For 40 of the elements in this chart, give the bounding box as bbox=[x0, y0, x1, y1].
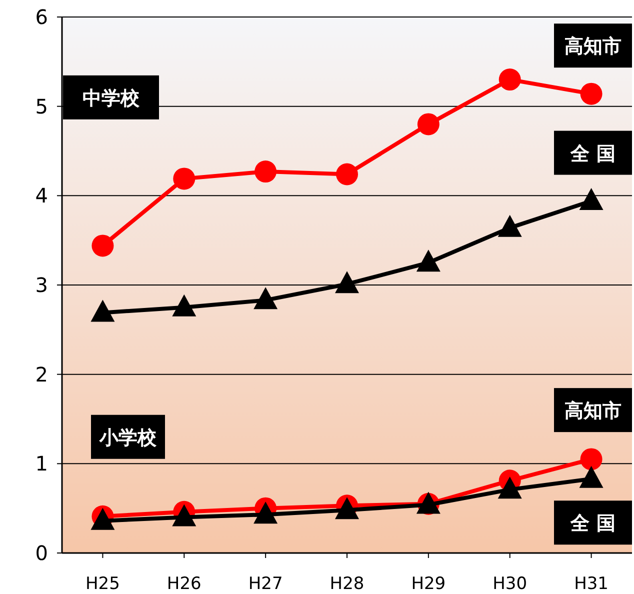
y-tick-label: 0 bbox=[35, 541, 48, 565]
annotation: 小学校 bbox=[91, 414, 165, 459]
point bbox=[579, 466, 604, 488]
point bbox=[579, 188, 604, 210]
point bbox=[335, 271, 359, 294]
annotation: 中学校 bbox=[82, 87, 140, 110]
point bbox=[173, 168, 196, 190]
point bbox=[172, 504, 196, 526]
point bbox=[498, 68, 521, 91]
x-tick-label: H26 bbox=[166, 574, 202, 594]
series-label: 全 国 bbox=[570, 142, 616, 165]
annotation: 小学校 bbox=[98, 426, 158, 449]
point bbox=[336, 163, 358, 186]
point bbox=[417, 113, 440, 136]
point bbox=[92, 234, 114, 257]
y-tick-label: 2 bbox=[35, 362, 48, 386]
x-tick-label: H29 bbox=[411, 574, 446, 594]
point bbox=[580, 82, 602, 105]
x-tick-label: H28 bbox=[330, 574, 364, 594]
x-tick-label: H25 bbox=[86, 574, 120, 594]
point bbox=[254, 502, 278, 524]
series-label: 高知市 bbox=[564, 36, 622, 58]
point bbox=[254, 287, 278, 310]
series-label: 高知市 bbox=[564, 400, 622, 422]
point bbox=[498, 214, 522, 237]
point bbox=[254, 160, 277, 183]
y-tick-label: 1 bbox=[35, 452, 48, 476]
y-tick-label: 4 bbox=[35, 184, 48, 208]
y-tick-label: 3 bbox=[35, 273, 48, 297]
y-tick-label: 6 bbox=[35, 5, 48, 29]
x-tick-label: H27 bbox=[248, 574, 283, 594]
point bbox=[90, 300, 115, 322]
annotation: 中学校 bbox=[63, 75, 159, 120]
point bbox=[172, 294, 196, 316]
x-tick-label: H30 bbox=[492, 574, 528, 594]
point bbox=[498, 476, 522, 499]
series-label: 全 国 bbox=[570, 512, 616, 535]
point bbox=[416, 250, 440, 272]
y-tick-label: 5 bbox=[35, 94, 48, 118]
x-tick-label: H31 bbox=[574, 574, 608, 594]
